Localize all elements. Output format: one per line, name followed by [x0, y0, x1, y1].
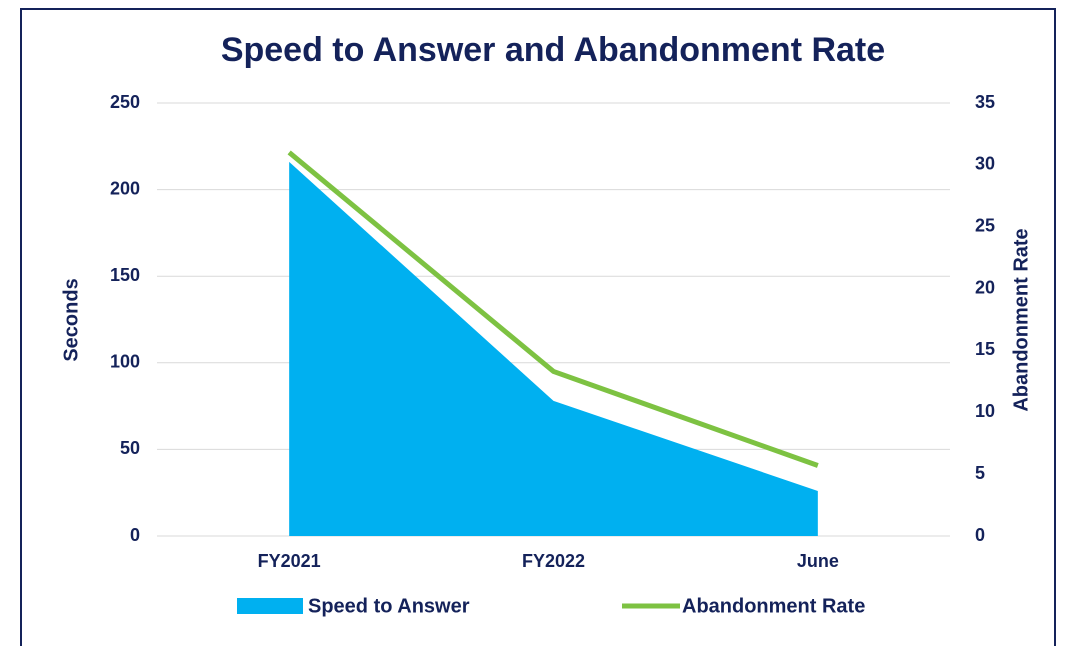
y2-tick-label: 15 [975, 339, 995, 359]
y-tick-label: 50 [120, 438, 140, 458]
x-tick-label: FY2022 [522, 551, 585, 571]
line [287, 150, 819, 468]
chart-title: Speed to Answer and Abandonment Rate [221, 31, 885, 69]
y-axis-title: Seconds [60, 278, 82, 361]
y2-tick-label: 20 [975, 277, 995, 297]
y-tick-label: 250 [110, 92, 140, 112]
legend-label: Speed to Answer [308, 595, 470, 617]
y2-tick-label: 10 [975, 401, 995, 421]
y2-tick-label: 0 [975, 525, 985, 545]
y-tick-label: 150 [110, 265, 140, 285]
legend-swatch [237, 598, 303, 614]
x-tick-label: FY2021 [258, 551, 321, 571]
legend-label: Abandonment Rate [682, 595, 865, 617]
y2-tick-label: 25 [975, 215, 995, 235]
y-tick-label: 0 [130, 525, 140, 545]
area [289, 161, 818, 536]
frame [20, 8, 1056, 646]
y-tick-label: 200 [110, 178, 140, 198]
y2-tick-label: 5 [975, 463, 985, 483]
y-tick-label: 100 [110, 352, 140, 372]
y2-tick-label: 30 [975, 154, 995, 174]
y2-tick-label: 35 [975, 92, 995, 112]
x-tick-label: June [797, 551, 839, 571]
y2-axis-title: Abandonment Rate [1010, 228, 1032, 411]
